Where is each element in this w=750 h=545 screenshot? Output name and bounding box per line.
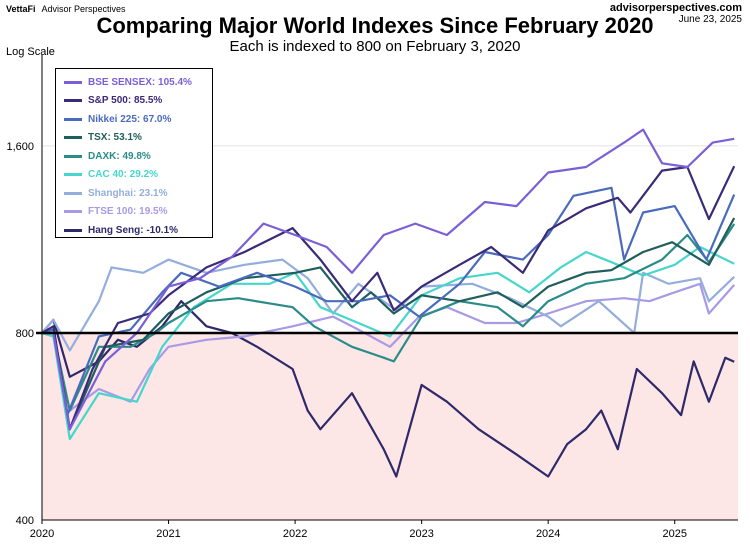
legend-swatch: [64, 210, 82, 213]
legend-label: S&P 500: 85.5%: [88, 95, 163, 106]
x-tick-label: 2020: [30, 528, 54, 540]
series-line-cac-40: [41, 245, 735, 441]
y-tick-label: 1,600: [6, 141, 34, 153]
legend-label: CAC 40: 29.2%: [88, 169, 159, 180]
legend-swatch: [64, 99, 82, 102]
brand-subname: Advisor Perspectives: [41, 4, 126, 14]
brand-name: VettaFi: [6, 4, 36, 14]
legend-item: Nikkei 225: 67.0%: [64, 110, 171, 128]
legend-item: Shanghai: 23.1%: [64, 184, 167, 202]
legend-swatch: [64, 80, 82, 84]
series-line-tsx: [41, 217, 736, 431]
x-tick-label: 2025: [662, 528, 686, 540]
site-url[interactable]: advisorperspectives.com: [609, 2, 742, 14]
legend-swatch: [64, 173, 82, 176]
legend-label: FTSE 100: 19.5%: [88, 206, 168, 217]
legend-label: BSE SENSEX: 105.4%: [88, 76, 192, 88]
site-info: advisorperspectives.com June 23, 2025: [609, 2, 742, 26]
legend-swatch: [64, 136, 82, 139]
legend-label: Hang Seng: -10.1%: [88, 224, 179, 236]
legend-label: Shanghai: 23.1%: [88, 187, 168, 199]
x-tick-label: 2024: [536, 528, 560, 540]
series-line-daxk: [42, 223, 736, 412]
legend-item: BSE SENSEX: 105.4%: [64, 73, 192, 91]
legend-item: TSX: 53.1%: [64, 129, 142, 147]
legend-item: Hang Seng: -10.1%: [64, 221, 178, 239]
legend-label: DAXK: 49.8%: [88, 150, 151, 162]
chart-title: Comparing Major World Indexes Since Febr…: [96, 13, 654, 38]
legend-label: TSX: 53.1%: [88, 132, 142, 143]
below-reference-shade: [42, 332, 738, 520]
series-line-ftse-100: [41, 282, 736, 412]
chart-subtitle: Each is indexed to 800 on February 3, 20…: [229, 38, 521, 55]
legend-swatch: [64, 117, 82, 121]
brand-logo: VettaFi Advisor Perspectives: [6, 4, 126, 14]
legend-item: S&P 500: 85.5%: [64, 92, 162, 110]
legend-item: DAXK: 49.8%: [64, 147, 151, 165]
x-tick-label: 2023: [409, 528, 433, 540]
legend-swatch: [64, 191, 82, 195]
legend-swatch: [64, 154, 82, 158]
chart-date: June 23, 2025: [678, 14, 742, 25]
series-line-nikkei-225: [41, 186, 736, 417]
y-tick-label: 800: [16, 328, 34, 340]
y-axis-label: Log Scale: [6, 46, 55, 58]
x-tick-label: 2021: [156, 528, 180, 540]
series-line-s-p-500: [41, 165, 736, 431]
chart-legend: BSE SENSEX: 105.4% S&P 500: 85.5% Nikkei 2…: [55, 68, 213, 238]
x-tick-label: 2022: [283, 528, 307, 540]
y-tick-label: 400: [16, 515, 34, 527]
legend-item: FTSE 100: 19.5%: [64, 203, 167, 221]
legend-swatch: [64, 228, 82, 232]
legend-label: Nikkei 225: 67.0%: [88, 113, 172, 125]
legend-item: CAC 40: 29.2%: [64, 166, 158, 184]
